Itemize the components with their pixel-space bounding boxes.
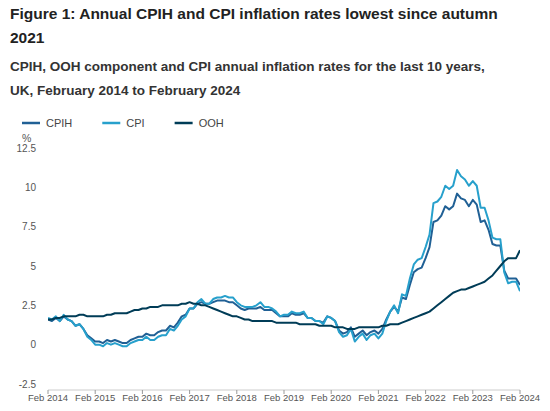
series-line [48,170,520,346]
plot-area [48,170,520,346]
text-line: 2021 [10,29,45,46]
x-tick-label: Feb 2024 [500,392,540,403]
subtitle: CPIH, OOH component and CPI annual infla… [10,59,485,98]
chart: Figure 1: Annual CPIH and CPI inflation … [0,0,550,411]
y-tick-label: 10 [25,182,37,193]
x-tick-label: Feb 2015 [75,392,115,403]
text-line: UK, February 2014 to February 2024 [10,83,241,98]
text-line: CPIH, OOH component and CPI annual infla… [10,59,485,74]
y-tick [38,187,42,188]
x-tick-label: Feb 2020 [311,392,351,403]
legend-label: CPI [126,117,144,129]
y-tick [38,148,42,149]
y-tick-label: 12.5 [17,143,37,154]
legend-label: OOH [199,117,224,129]
y-tick [38,226,42,227]
legend-label: CPIH [46,117,72,129]
series-line [48,250,520,329]
y-tick [38,266,42,267]
y-tick [38,384,42,385]
x-tick-label: Feb 2021 [358,392,398,403]
y-tick [38,305,42,306]
y-tick-label: 5 [30,261,36,272]
text-line: Figure 1: Annual CPIH and CPI inflation … [10,5,498,22]
series-line [48,194,520,343]
y-tick-label: -2.5 [19,379,37,390]
x-tick-label: Feb 2016 [122,392,162,403]
title: Figure 1: Annual CPIH and CPI inflation … [10,5,498,46]
x-tick-label: Feb 2017 [170,392,210,403]
legend-swatch [175,122,193,125]
legend-swatch [22,122,40,125]
x-tick-label: Feb 2018 [217,392,257,403]
y-tick-label: 7.5 [22,221,36,232]
x-tick-label: Feb 2019 [264,392,304,403]
x-tick-label: Feb 2023 [453,392,493,403]
y-tick [38,344,42,345]
y-tick-label: 0 [30,339,36,350]
legend-swatch [102,122,120,125]
y-tick-label: 2.5 [22,300,36,311]
x-tick-label: Feb 2022 [406,392,446,403]
x-tick-label: Feb 2014 [28,392,68,403]
